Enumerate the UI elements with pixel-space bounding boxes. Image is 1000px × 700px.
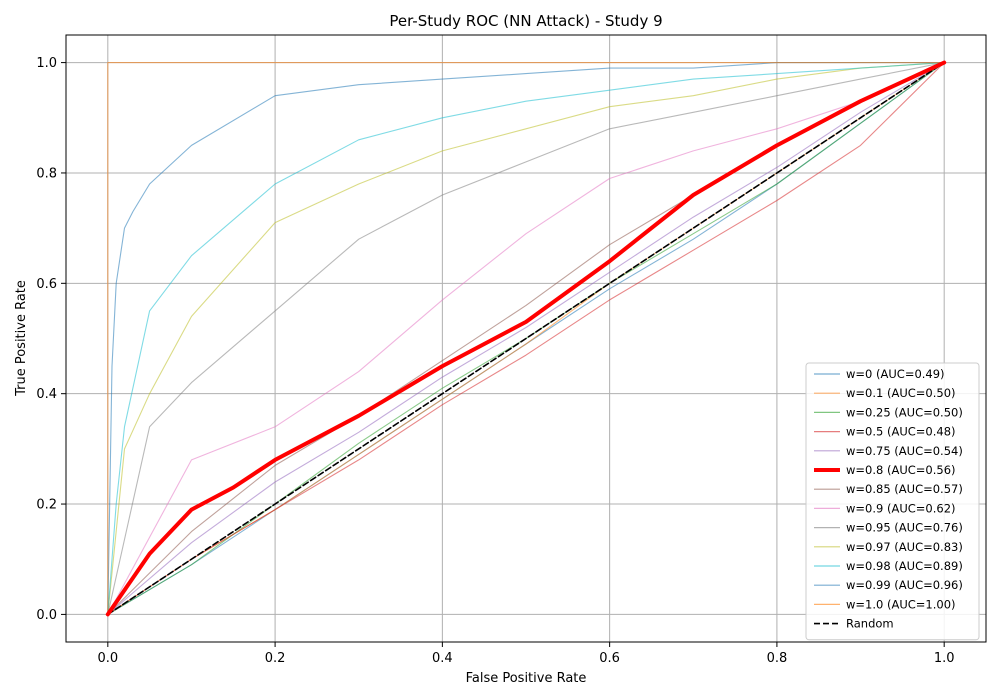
y-tick-label: 0.4 [36, 387, 57, 402]
series-line [107, 62, 945, 615]
legend-entry-label: w=0 (AUC=0.49) [846, 367, 945, 381]
legend-entry-label: w=0.8 (AUC=0.56) [846, 463, 956, 477]
y-axis-label: True Positive Rate [14, 280, 29, 397]
series-line [105, 60, 947, 617]
plot-frame [65, 34, 987, 643]
series-line [107, 62, 945, 615]
series-line [107, 62, 945, 615]
legend-entry-label: Random [846, 617, 894, 631]
series-line [107, 62, 945, 615]
y-tick-label: 0.6 [36, 277, 57, 292]
chart-title: Per-Study ROC (NN Attack) - Study 9 [389, 12, 662, 30]
series-line [107, 62, 945, 615]
series-lines [105, 60, 947, 617]
x-axis-label: False Positive Rate [466, 671, 587, 686]
x-tick-label: 0.0 [97, 651, 118, 666]
series-line [107, 61, 946, 616]
axis-ticks: 0.0 0.2 0.4 0.6 0.8 1.0 0.0 0.2 0.4 0.6 0.8 1.0 [36, 56, 954, 666]
series-line [107, 62, 945, 615]
legend-box [805, 362, 980, 641]
y-tick-label: 0.8 [36, 166, 57, 181]
legend-entry-label: w=0.5 (AUC=0.48) [846, 425, 956, 439]
x-tick-label: 0.2 [265, 651, 286, 666]
y-tick-label: 0.0 [36, 608, 57, 623]
legend-entry-label: w=0.9 (AUC=0.62) [846, 501, 956, 515]
legend-entry-label: w=0.95 (AUC=0.76) [846, 521, 963, 535]
legend-entry-label: w=1.0 (AUC=1.00) [846, 597, 956, 611]
x-tick-label: 0.4 [432, 651, 453, 666]
y-tick-label: 0.2 [36, 498, 57, 513]
legend: w=0 (AUC=0.49) w=0.1 (AUC=0.50) w=0.25 (AU… [805, 362, 980, 641]
x-tick-label: 1.0 [934, 651, 955, 666]
legend-entry-label: w=0.1 (AUC=0.50) [846, 386, 956, 400]
series-line [107, 62, 945, 615]
series-line [107, 62, 945, 615]
y-tick-label: 1.0 [36, 56, 57, 71]
legend-entry-label: w=0.98 (AUC=0.89) [846, 559, 963, 573]
legend-entry-label: w=0.97 (AUC=0.83) [846, 540, 963, 554]
legend-entry-label: w=0.99 (AUC=0.96) [846, 578, 963, 592]
legend-entry-label: w=0.85 (AUC=0.57) [846, 482, 963, 496]
legend-entry-label: w=0.25 (AUC=0.50) [846, 405, 963, 419]
x-tick-label: 0.6 [599, 651, 620, 666]
x-tick-label: 0.8 [767, 651, 788, 666]
legend-entry-label: w=0.75 (AUC=0.54) [846, 444, 963, 458]
